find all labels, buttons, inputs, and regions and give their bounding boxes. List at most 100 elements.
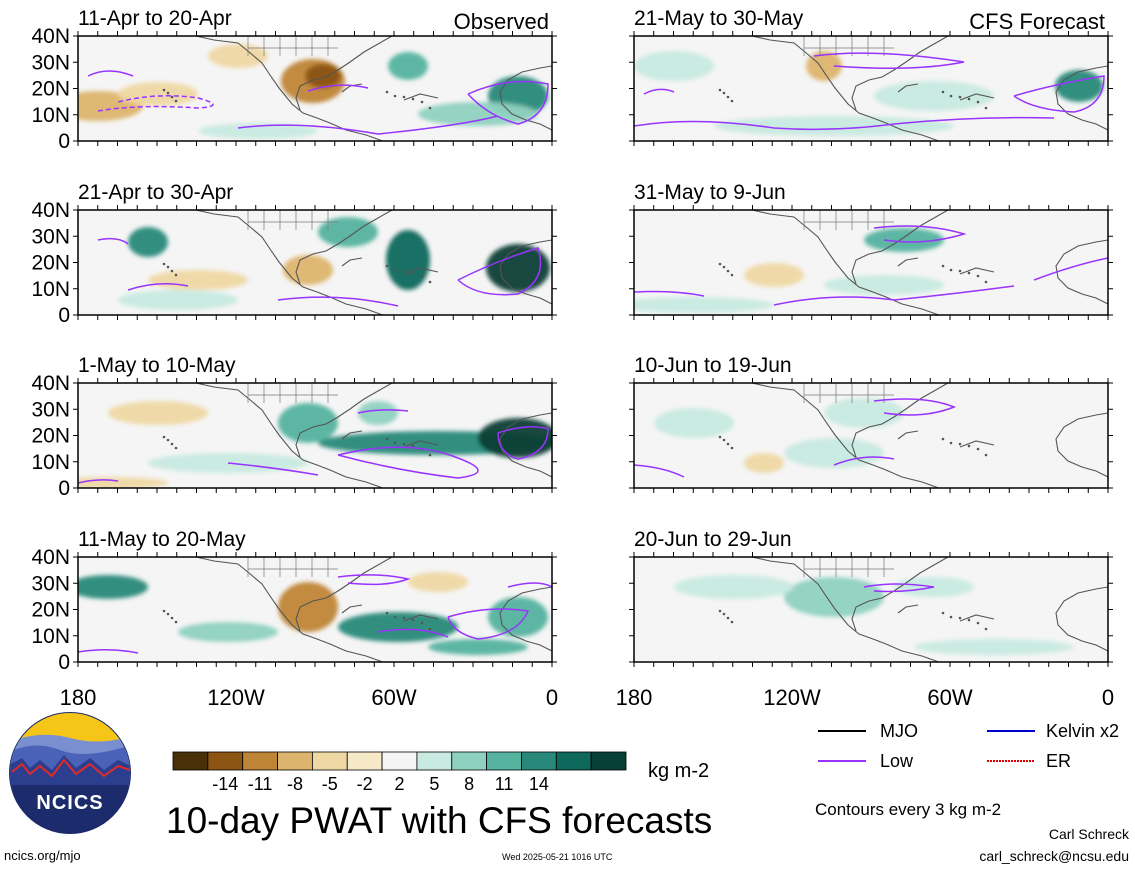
island	[718, 609, 722, 613]
pwat-anomaly-shade	[78, 575, 148, 599]
lat-label: 40N	[31, 546, 70, 569]
island	[170, 616, 174, 620]
island	[174, 99, 178, 103]
lat-label: 10N	[31, 451, 70, 474]
pwat-anomaly-shade	[824, 398, 904, 428]
map-panel: 20-Jun to 29-Jun	[629, 528, 1113, 667]
colorbar-tick-label: 11	[495, 774, 514, 794]
lat-label: 40N	[31, 199, 70, 222]
panel-period-title: 20-Jun to 29-Jun	[634, 528, 792, 551]
pwat-anomaly-shade	[744, 263, 804, 287]
coastline	[499, 239, 552, 305]
colorbar-tick-label: 5	[429, 774, 439, 794]
coastline	[195, 36, 439, 141]
island	[967, 444, 971, 448]
low-contour	[337, 574, 411, 586]
island	[411, 97, 415, 101]
panel-period-title: 21-Apr to 30-Apr	[78, 181, 233, 204]
lat-label: 10N	[31, 625, 70, 648]
pwat-anomaly-shade	[478, 418, 552, 458]
island	[402, 616, 406, 620]
credit-email[interactable]: carl_schreck@ncsu.edu	[979, 848, 1129, 864]
island	[170, 442, 174, 446]
island	[162, 435, 166, 439]
pwat-anomaly-shade	[278, 403, 338, 443]
colorbar-swatch	[346, 751, 383, 771]
panel-period-title: 11-Apr to 20-Apr	[78, 7, 232, 30]
credit-name: Carl Schreck	[1048, 826, 1129, 842]
pwat-anomaly-shade	[386, 230, 430, 290]
legend-kelvin-label: Kelvin x2	[1046, 721, 1119, 741]
coastline	[751, 36, 995, 141]
island	[402, 95, 406, 99]
website-link[interactable]: ncics.org/mjo	[4, 848, 81, 863]
island	[941, 437, 945, 441]
island	[411, 444, 415, 448]
coastline	[195, 210, 439, 315]
island	[726, 616, 730, 620]
colorbar-swatch	[486, 751, 522, 771]
lon-label: 60W	[927, 685, 972, 710]
lat-label: 0	[58, 477, 70, 500]
coastline	[195, 557, 439, 662]
colorbar-swatch	[555, 751, 592, 771]
island	[967, 618, 971, 622]
map-panel: 40N 30N 20N 10N 0 11-Apr to 20-Apr Observed	[31, 7, 557, 153]
island	[949, 441, 953, 445]
coastline	[751, 383, 995, 488]
low-contour	[873, 398, 957, 416]
contour-legend: MJO Kelvin x2 Low ER	[818, 721, 1119, 771]
panel-period-title: 11-May to 20-May	[78, 528, 246, 551]
island	[726, 269, 730, 273]
lat-label: 10N	[31, 104, 70, 127]
island	[722, 265, 726, 269]
island	[958, 95, 962, 99]
island	[730, 620, 734, 624]
island	[428, 627, 432, 631]
low-contour	[497, 426, 549, 460]
lon-label: 0	[546, 685, 558, 710]
island	[174, 446, 178, 450]
island	[428, 106, 432, 110]
lon-label: 180	[60, 685, 97, 710]
island	[393, 441, 397, 445]
island	[393, 615, 397, 619]
island	[958, 616, 962, 620]
colorbar-tick-label: -5	[322, 774, 338, 794]
pwat-anomaly-shade	[634, 51, 714, 81]
pwat-anomaly-shade	[486, 244, 550, 292]
island	[162, 262, 166, 266]
island	[984, 453, 988, 457]
lat-label: 20N	[31, 252, 70, 275]
pwat-anomaly-shade	[874, 81, 994, 111]
pwat-anomaly-shade	[824, 275, 944, 295]
lat-label: 10N	[31, 278, 70, 301]
colorbar-tick-label: -14	[212, 774, 238, 794]
low-contour	[97, 237, 129, 245]
pwat-anomaly-shade	[914, 639, 1074, 655]
pwat-anomaly-shade	[208, 44, 268, 68]
colorbar-swatch	[172, 751, 209, 771]
lat-label: 30N	[31, 225, 70, 248]
colorbar-tick-label: -2	[357, 774, 373, 794]
coastline	[195, 383, 439, 488]
contour-note: Contours every 3 kg m-2	[815, 800, 1002, 819]
logo-text: NCICS	[36, 792, 103, 814]
low-contour	[457, 247, 542, 296]
pwat-anomaly-shade	[338, 612, 458, 642]
colorbar-swatch	[207, 751, 244, 771]
island	[976, 100, 980, 104]
island	[984, 627, 988, 631]
pwat-anomaly-shade	[108, 401, 208, 425]
panel-period-title: 10-Jun to 19-Jun	[634, 354, 792, 377]
island	[967, 97, 971, 101]
island	[174, 620, 178, 624]
pwat-anomaly-shade	[634, 297, 774, 313]
pwat-anomaly-shade	[305, 64, 341, 88]
coastline	[751, 557, 995, 662]
island	[984, 106, 988, 110]
island	[949, 615, 953, 619]
pwat-anomaly-shade	[418, 102, 538, 126]
island	[393, 94, 397, 98]
